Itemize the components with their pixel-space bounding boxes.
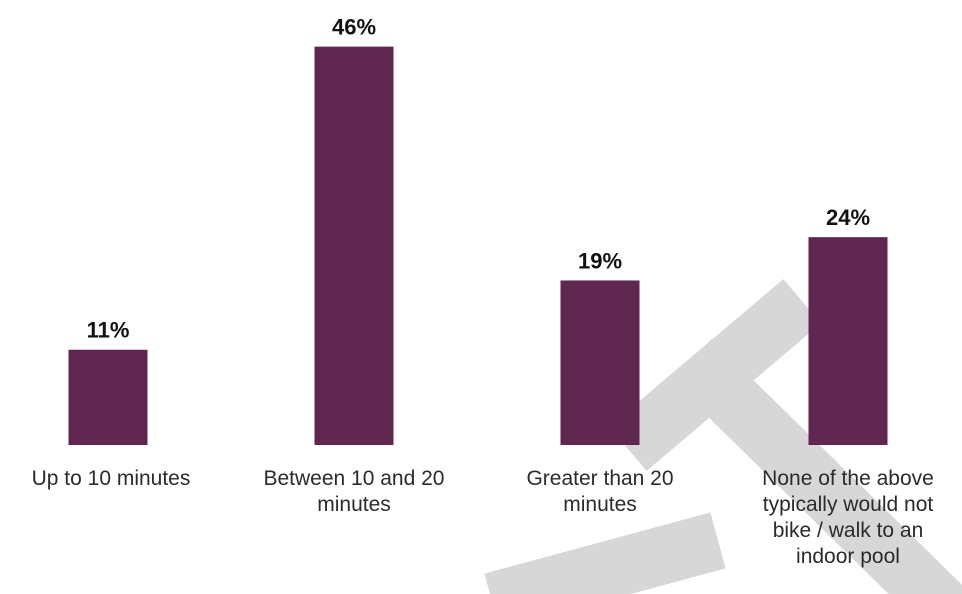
category-label-2: Between 10 and 20 minutes <box>234 466 474 518</box>
bar-1 <box>68 349 148 445</box>
category-label-line: indoor pool <box>796 545 900 568</box>
category-label-line: minutes <box>563 493 637 516</box>
category-label-line: Greater than 20 <box>526 467 674 490</box>
bars-group <box>68 46 888 445</box>
category-label-line: typically would not <box>762 493 934 516</box>
category-label-4: None of the above typically would not bike… <box>728 466 962 570</box>
bar-3 <box>560 280 640 445</box>
category-label-3: Greater than 20 minutes <box>480 466 720 518</box>
category-label-1: Up to 10 minutes <box>0 466 231 492</box>
value-labels-group: 11% 46% 19% 24% <box>87 15 870 343</box>
value-label-3: 19% <box>578 248 622 273</box>
value-label-1: 11% <box>87 318 130 343</box>
category-label-line: minutes <box>317 493 391 516</box>
category-label-line: None of the above <box>762 467 934 490</box>
bar-2 <box>314 46 394 445</box>
bar-4 <box>808 237 888 445</box>
value-label-2: 46% <box>332 15 376 40</box>
category-label-line: Between 10 and 20 <box>263 467 445 490</box>
value-label-4: 24% <box>826 205 870 230</box>
category-label-line: bike / walk to an <box>772 519 924 542</box>
category-label-line: Up to 10 minutes <box>31 467 191 490</box>
